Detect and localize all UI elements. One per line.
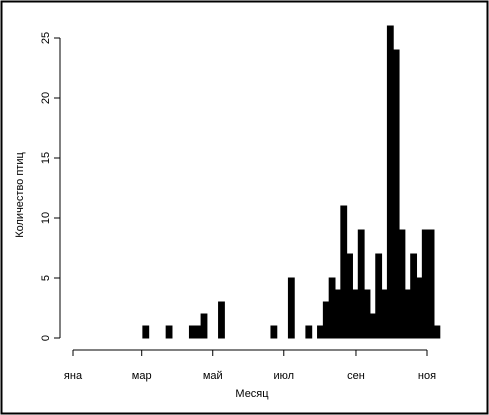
bar	[317, 325, 324, 339]
bar	[386, 25, 394, 339]
bar	[375, 253, 383, 339]
bar	[346, 253, 353, 339]
y-tick-label: 10	[40, 212, 52, 224]
x-tick-label: ноя	[418, 370, 436, 382]
bar	[398, 229, 406, 339]
bar	[287, 277, 295, 339]
bar	[404, 289, 412, 339]
y-tick-label: 20	[40, 92, 52, 104]
bar	[194, 325, 202, 339]
x-tick-label: май	[203, 370, 223, 382]
y-tick-label: 0	[40, 335, 52, 341]
bar	[340, 205, 348, 339]
bar	[200, 313, 208, 339]
y-axis-label: Количество птиц	[14, 152, 26, 238]
x-tick-label: яна	[64, 370, 83, 382]
bar	[334, 289, 342, 339]
bar	[410, 253, 418, 339]
bar	[421, 229, 429, 339]
bar	[369, 313, 377, 339]
bar	[427, 229, 435, 339]
x-axis-label: Месяц	[235, 388, 269, 400]
y-tick-label: 25	[40, 32, 52, 44]
bar	[218, 301, 225, 339]
bar	[433, 325, 441, 339]
bar	[328, 277, 336, 339]
bar	[363, 289, 371, 339]
x-tick-label: мар	[132, 370, 152, 382]
x-tick-label: июл	[273, 370, 294, 382]
bar	[305, 325, 313, 339]
bar	[188, 325, 196, 339]
bar	[142, 325, 150, 339]
bar	[270, 325, 278, 339]
bar	[351, 289, 359, 339]
bar	[322, 301, 330, 339]
bar	[416, 277, 423, 339]
x-tick-label: сен	[347, 370, 365, 382]
y-tick-label: 15	[40, 152, 52, 164]
bar	[357, 229, 365, 339]
y-tick-label: 5	[40, 275, 52, 281]
bar	[165, 325, 173, 339]
bar	[381, 289, 388, 339]
bar	[392, 49, 400, 339]
